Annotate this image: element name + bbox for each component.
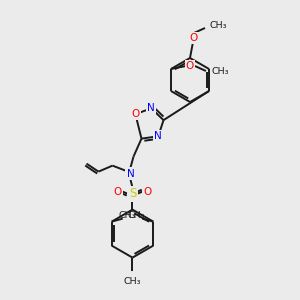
Text: N: N <box>154 131 162 141</box>
Text: CH₃: CH₃ <box>210 22 227 31</box>
Text: S: S <box>129 187 136 200</box>
Text: N: N <box>127 169 134 178</box>
Text: CH₃: CH₃ <box>128 211 145 220</box>
Text: O: O <box>190 33 198 43</box>
Text: O: O <box>131 109 140 119</box>
Text: O: O <box>186 61 194 71</box>
Text: O: O <box>113 187 122 196</box>
Text: O: O <box>143 187 152 196</box>
Text: CH₃: CH₃ <box>212 67 230 76</box>
Text: CH₃: CH₃ <box>119 211 136 220</box>
Text: N: N <box>148 103 155 113</box>
Text: CH₃: CH₃ <box>124 277 141 286</box>
